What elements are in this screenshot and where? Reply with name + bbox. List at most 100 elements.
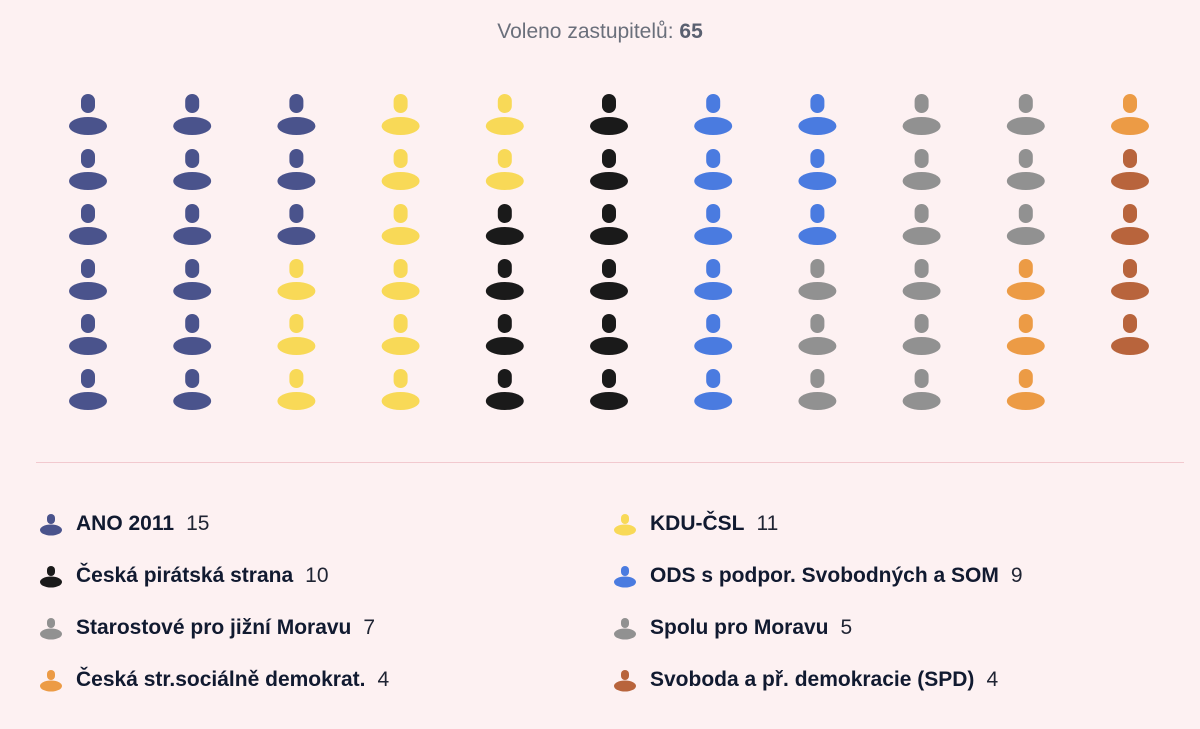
seat-icon (694, 259, 733, 300)
legend-seat-count: 7 (363, 616, 376, 639)
legend-item: Česká str.sociálně demokrat. 4 (38, 660, 389, 700)
legend-item: ODS s podpor. Svobodných a SOM 9 (612, 556, 1023, 596)
seat-icon (69, 204, 107, 245)
seat-icon (173, 314, 212, 355)
seat-icon (902, 149, 941, 190)
seat-icon (590, 369, 628, 410)
person-icon (614, 566, 636, 588)
seat-icon (69, 369, 107, 410)
legend-seat-count: 11 (756, 512, 779, 535)
legend-seat-count: 9 (1010, 564, 1023, 587)
seat-icon (277, 204, 316, 245)
seat-icon (277, 369, 316, 410)
seat-icon (798, 314, 837, 355)
legend-item: ANO 2011 15 (38, 504, 209, 544)
seat-icon (694, 369, 733, 410)
seat-icon (485, 149, 524, 190)
seat-icon (173, 94, 212, 135)
legend-party-name: Svoboda a př. demokracie (SPD) (650, 668, 975, 691)
legend-party-name: Spolu pro Moravu (650, 616, 829, 639)
seat-icon (798, 149, 837, 190)
seat-icon (902, 259, 941, 300)
seat-icon (1111, 149, 1149, 190)
person-icon (614, 618, 636, 640)
legend-party-name: Česká pirátská strana (76, 564, 294, 587)
seat-icon (590, 314, 628, 355)
seat-icon (590, 149, 628, 190)
seat-icon (485, 369, 524, 410)
seat-icon (694, 149, 733, 190)
legend-item: Svoboda a př. demokracie (SPD) 4 (612, 660, 998, 700)
seat-icon (381, 204, 420, 245)
legend-seat-count: 15 (186, 512, 210, 535)
seat-icon (173, 149, 212, 190)
seats-total: 65 (679, 20, 703, 43)
seat-icon (902, 369, 941, 410)
legend-seat-count: 5 (840, 616, 853, 639)
seat-icon (381, 369, 420, 410)
seat-icon (69, 149, 107, 190)
seat-icon (1006, 259, 1045, 300)
legend-seat-count: 4 (377, 668, 390, 691)
seat-icon (381, 259, 420, 300)
seat-icon (485, 259, 524, 300)
seat-icon (590, 94, 628, 135)
seat-icon (277, 314, 316, 355)
seat-icon (485, 314, 524, 355)
seat-icon (902, 204, 941, 245)
seat-icon (798, 259, 837, 300)
seats-header: Voleno zastupitelů: 65 (0, 20, 1200, 44)
person-icon (40, 514, 62, 536)
seat-icon (1006, 204, 1045, 245)
person-icon (40, 618, 62, 640)
seat-icon (1006, 369, 1045, 410)
legend-party-name: Česká str.sociálně demokrat. (76, 668, 366, 691)
seat-icon (798, 204, 837, 245)
seats-header-label: Voleno zastupitelů: (497, 20, 674, 43)
seat-icon (69, 259, 107, 300)
seat-icon (798, 94, 837, 135)
person-icon (614, 670, 636, 692)
seat-icon (694, 204, 733, 245)
seat-icon (902, 314, 941, 355)
legend-item: KDU-ČSL 11 (612, 504, 778, 544)
legend-party-name: ODS s podpor. Svobodných a SOM (650, 564, 999, 587)
seat-icon (277, 94, 316, 135)
seat-icon (694, 94, 733, 135)
person-icon (40, 670, 62, 692)
seat-icon (1111, 204, 1149, 245)
seat-icon (381, 149, 420, 190)
legend-party-name: Starostové pro jižní Moravu (76, 616, 352, 639)
seat-icon (1111, 314, 1149, 355)
divider (36, 462, 1184, 463)
seat-icon (798, 369, 837, 410)
person-icon (40, 566, 62, 588)
seat-icon (590, 204, 628, 245)
legend-seat-count: 4 (986, 668, 999, 691)
seat-icon (1111, 259, 1149, 300)
seat-icon (485, 94, 524, 135)
legend-item: Spolu pro Moravu 5 (612, 608, 852, 648)
legend-party-name: KDU-ČSL (650, 512, 745, 535)
seat-icon (173, 259, 212, 300)
seat-icon (485, 204, 524, 245)
legend-party-name: ANO 2011 (76, 512, 175, 535)
seat-icon (1111, 94, 1149, 135)
seat-icon (277, 259, 316, 300)
seat-icon (69, 94, 107, 135)
seat-icon (69, 314, 107, 355)
seat-icon (590, 259, 628, 300)
seat-icon (381, 94, 420, 135)
seat-icon (277, 149, 316, 190)
seat-chart (69, 94, 1149, 410)
seat-icon (381, 314, 420, 355)
seat-icon (1006, 94, 1045, 135)
seat-icon (902, 94, 941, 135)
seat-icon (173, 204, 212, 245)
seat-icon (1006, 314, 1045, 355)
seat-icon (694, 314, 733, 355)
seat-icon (1006, 149, 1045, 190)
seat-icon (173, 369, 212, 410)
legend-seat-count: 10 (305, 564, 329, 587)
person-icon (614, 514, 636, 536)
